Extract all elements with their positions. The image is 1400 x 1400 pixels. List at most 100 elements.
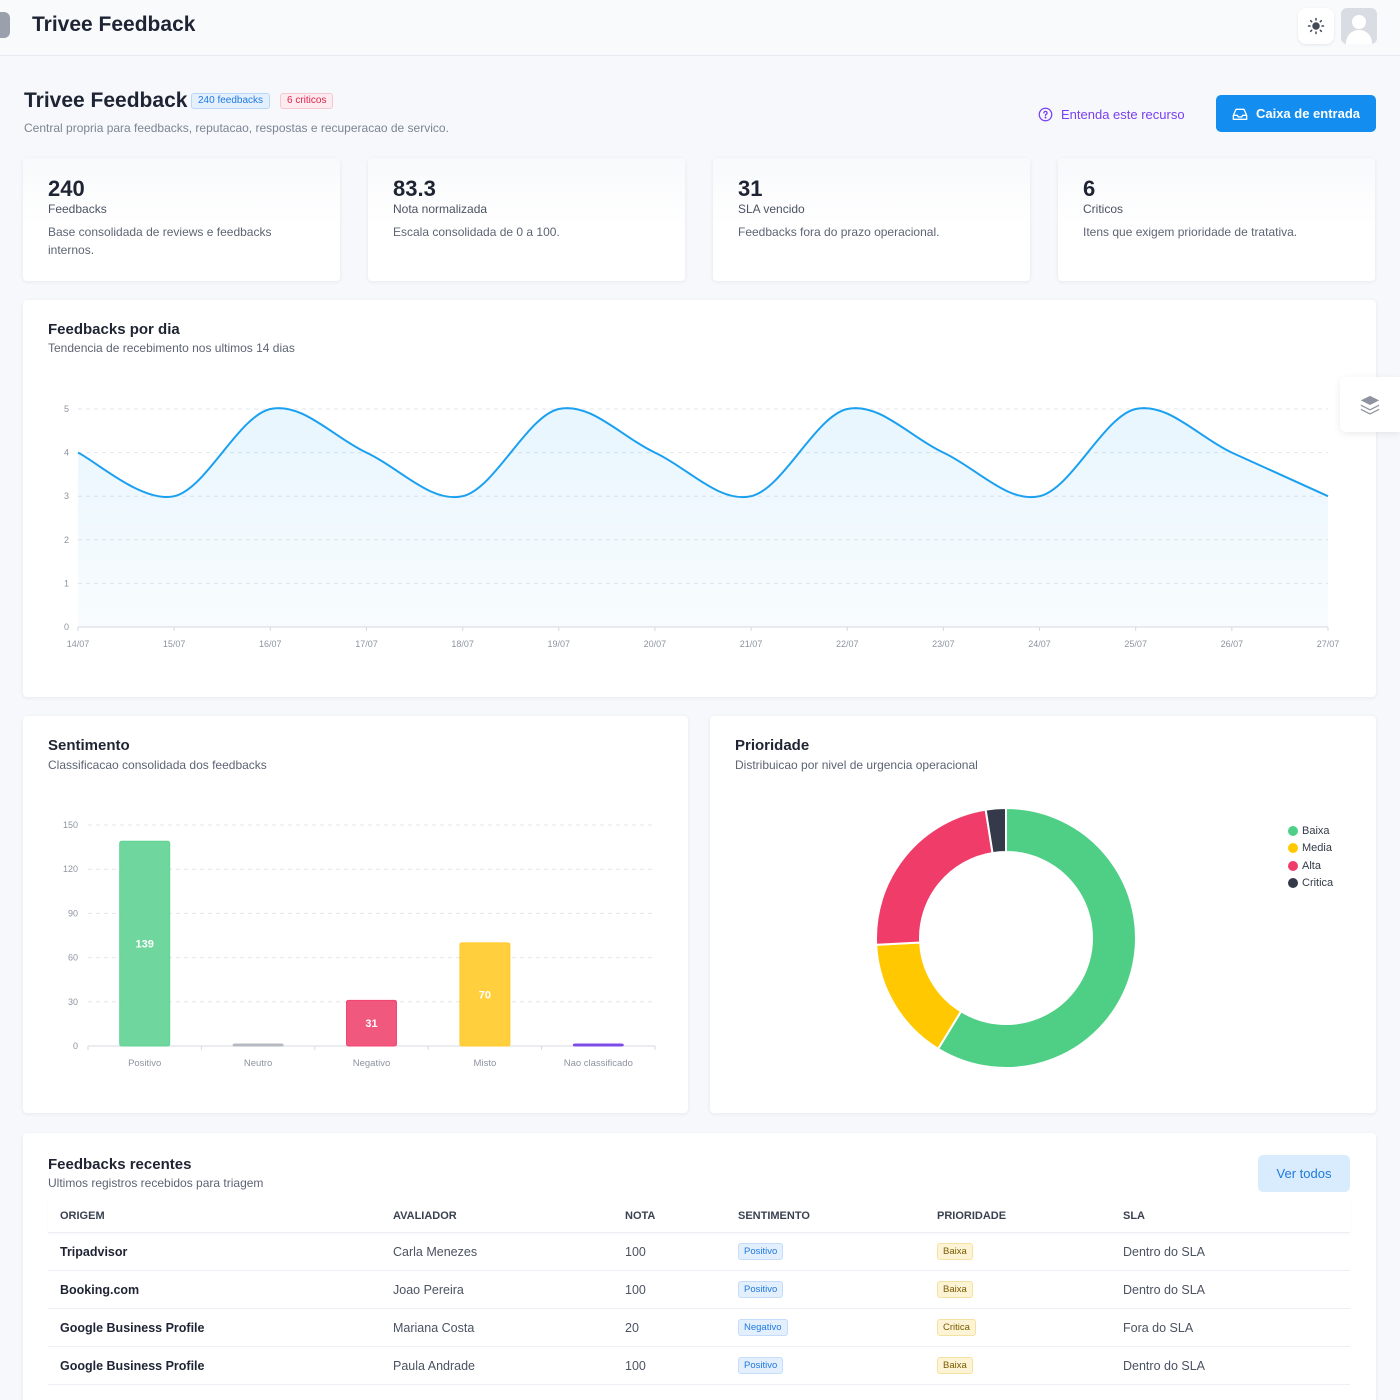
- bar-data-label: 139: [136, 939, 154, 951]
- column-header-prioridade[interactable]: PRIORIDADE: [937, 1209, 1007, 1222]
- page-title: Trivee Feedback: [24, 89, 188, 112]
- kpi-label: Feedbacks: [48, 202, 107, 216]
- bar-data-label: 31: [365, 1018, 377, 1030]
- cell-avaliador: Paula Andrade: [393, 1358, 476, 1373]
- view-all-button[interactable]: Ver todos: [1258, 1155, 1350, 1192]
- x-tick-label: Misto: [474, 1058, 497, 1069]
- y-tick-label: 150: [63, 820, 78, 830]
- cell-nota: 20: [625, 1320, 639, 1335]
- legend-label: Alta: [1302, 859, 1321, 872]
- table-row[interactable]: Google Business Profile Mariana Costa 20…: [48, 1309, 1350, 1347]
- x-tick-label: Positivo: [128, 1058, 161, 1069]
- theme-toggle-button[interactable]: [1298, 8, 1334, 44]
- page-subtitle: Central propria para feedbacks, reputaca…: [24, 121, 449, 135]
- cell-avaliador: Carla Menezes: [393, 1244, 478, 1259]
- legend-dot: [1288, 825, 1298, 836]
- cell-origem: Google Business Profile: [60, 1358, 205, 1373]
- x-tick-label: 25/07: [1124, 639, 1147, 649]
- sentiment-badge: Positivo: [738, 1243, 784, 1260]
- y-tick-label: 1: [64, 578, 69, 588]
- kpi-card-feedbacks: 240 Feedbacks Base consolidada de review…: [23, 158, 340, 281]
- legend-item-alta[interactable]: Alta: [1288, 857, 1333, 875]
- sun-icon: [1307, 17, 1325, 35]
- legend-item-media[interactable]: Media: [1288, 840, 1333, 858]
- bar: [119, 840, 171, 1047]
- bar: [232, 1043, 284, 1047]
- y-tick-label: 5: [64, 404, 69, 414]
- trend-subtitle: Tendencia de recebimento nos ultimos 14 …: [48, 341, 295, 355]
- bar: [459, 942, 511, 1047]
- column-header-avaliador[interactable]: AVALIADOR: [393, 1209, 457, 1222]
- x-tick-label: 27/07: [1317, 639, 1340, 649]
- x-tick-label: Negativo: [353, 1058, 391, 1069]
- inbox-label: Caixa de entrada: [1255, 106, 1361, 121]
- cell-sla: Dentro do SLA: [1123, 1282, 1205, 1297]
- layers-panel-button[interactable]: [1340, 377, 1400, 432]
- priority-badge: Baixa: [937, 1243, 973, 1260]
- legend-item-critica[interactable]: Critica: [1288, 875, 1333, 893]
- kpi-label: Nota normalizada: [393, 202, 488, 216]
- legend-item-baixa[interactable]: Baixa: [1288, 822, 1333, 840]
- x-tick-label: 19/07: [548, 639, 571, 649]
- inbox-button[interactable]: Caixa de entrada: [1216, 95, 1376, 132]
- priority-subtitle: Distribuicao por nivel de urgencia opera…: [735, 758, 978, 772]
- x-tick-label: 18/07: [451, 639, 474, 649]
- x-tick-label: 20/07: [644, 639, 667, 649]
- donut-slice-media: [875, 941, 963, 1051]
- cell-origem: Booking.com: [60, 1282, 140, 1297]
- column-header-nota[interactable]: NOTA: [625, 1209, 656, 1222]
- table-row[interactable]: Booking.com Joao Pereira 100 Positivo Ba…: [48, 1271, 1350, 1309]
- y-tick-label: 4: [64, 448, 69, 458]
- x-tick-label: 21/07: [740, 639, 763, 649]
- recent-subtitle: Ultimos registros recebidos para triagem: [48, 1176, 264, 1190]
- sentiment-badge: Positivo: [738, 1281, 784, 1298]
- table-row[interactable]: Google Business Profile Paula Andrade 10…: [48, 1347, 1350, 1385]
- x-tick-label: Neutro: [244, 1058, 273, 1069]
- y-tick-label: 120: [63, 864, 78, 874]
- layers-icon: [1360, 395, 1380, 415]
- cell-origem: Google Business Profile: [60, 1320, 205, 1335]
- learn-feature-label: Entenda este recurso: [1061, 106, 1185, 122]
- x-tick-label: 26/07: [1221, 639, 1244, 649]
- kpi-description: Escala consolidada de 0 a 100.: [393, 225, 560, 239]
- legend-label: Critica: [1302, 877, 1334, 890]
- learn-feature-button[interactable]: Entenda este recurso: [1024, 96, 1199, 132]
- kpi-value: 31: [738, 176, 763, 201]
- x-tick-label: 23/07: [932, 639, 955, 649]
- column-header-sla[interactable]: SLA: [1123, 1209, 1145, 1222]
- table-header: ORIGEM AVALIADOR NOTA SENTIMENTO PRIORID…: [48, 1199, 1350, 1233]
- legend-dot: [1288, 878, 1298, 889]
- kpi-card-sla: 31 SLA vencido Feedbacks fora do prazo o…: [713, 158, 1030, 281]
- kpi-value: 6: [1083, 176, 1096, 201]
- sentiment-badge: Positivo: [738, 1357, 784, 1374]
- table-row[interactable]: Tripadvisor Carla Menezes 100 Positivo B…: [48, 1233, 1350, 1271]
- trend-series-line: [77, 407, 1329, 499]
- kpi-value: 83.3: [393, 176, 436, 201]
- column-header-origem[interactable]: ORIGEM: [60, 1209, 105, 1222]
- x-tick-label: 16/07: [259, 639, 282, 649]
- legend-label: Media: [1302, 842, 1332, 855]
- column-header-sentimento[interactable]: SENTIMENTO: [738, 1209, 810, 1222]
- recent-feedbacks-card: Feedbacks recentes Ultimos registros rec…: [23, 1133, 1376, 1400]
- y-tick-label: 3: [64, 491, 69, 501]
- kpi-value: 240: [48, 176, 85, 201]
- priority-badge: Critica: [937, 1319, 976, 1336]
- cell-nota: 100: [625, 1282, 646, 1297]
- kpi-description: Feedbacks fora do prazo operacional.: [738, 225, 940, 239]
- cell-origem: Tripadvisor: [60, 1244, 128, 1259]
- recent-feedbacks-table: ORIGEM AVALIADOR NOTA SENTIMENTO PRIORID…: [48, 1199, 1350, 1385]
- x-tick-label: 22/07: [836, 639, 859, 649]
- bar: [346, 999, 397, 1047]
- app-title: Trivee Feedback: [32, 13, 196, 36]
- cell-sla: Dentro do SLA: [1123, 1244, 1205, 1259]
- y-tick-label: 30: [68, 997, 78, 1007]
- sentiment-badge: Negativo: [738, 1319, 788, 1336]
- avatar[interactable]: [1341, 8, 1377, 44]
- trend-line-chart: 0 1 2 3 4 5 14/07 15/07 16/07 17/07 18/07 19/07 20/0…: [64, 404, 1340, 649]
- kpi-label: Criticos: [1083, 202, 1124, 216]
- kpi-description: Base consolidada de reviews e feedbacks …: [48, 225, 272, 257]
- donut-slice-baixa: [936, 806, 1137, 1069]
- sidebar-toggle-handle[interactable]: [0, 12, 10, 38]
- x-tick-label: 24/07: [1028, 639, 1051, 649]
- x-tick-label: 15/07: [163, 639, 186, 649]
